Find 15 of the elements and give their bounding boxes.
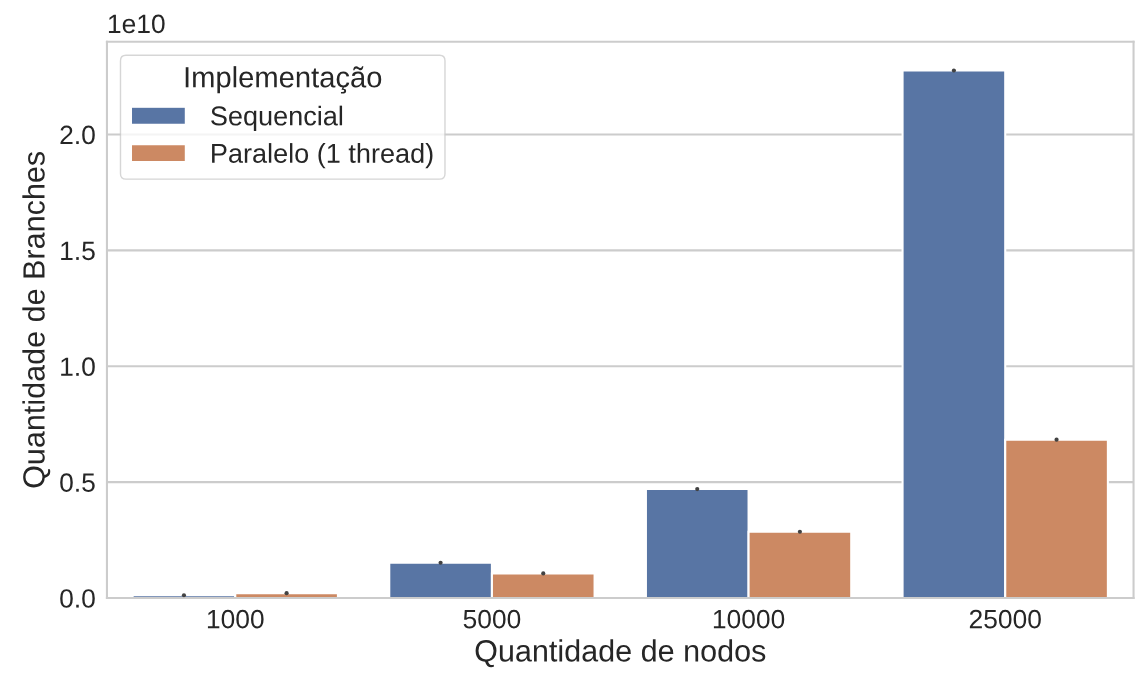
legend-label: Sequencial [211,105,343,131]
x-tick-label: 5000 [463,609,521,629]
y-tick-label: 2.0 [60,125,95,145]
legend-title: Implementação [185,66,382,94]
x-tick-label: 25000 [969,609,1041,629]
x-axis-title: Quantidade de nodos [475,639,766,668]
legend-label: Paralelo (1 thread) [212,143,433,169]
y-axis-title: Quantidade de Branches [22,151,51,488]
x-tick-label: 10000 [713,609,785,629]
y-tick-label: 1.5 [61,241,95,261]
text: 1e10 [108,14,165,34]
y-tick-label: 0.5 [60,473,95,492]
y-tick-label: 0.0 [60,589,95,608]
y-tick-label: 1.0 [61,357,95,377]
x-tick-label: 1000 [207,609,264,629]
